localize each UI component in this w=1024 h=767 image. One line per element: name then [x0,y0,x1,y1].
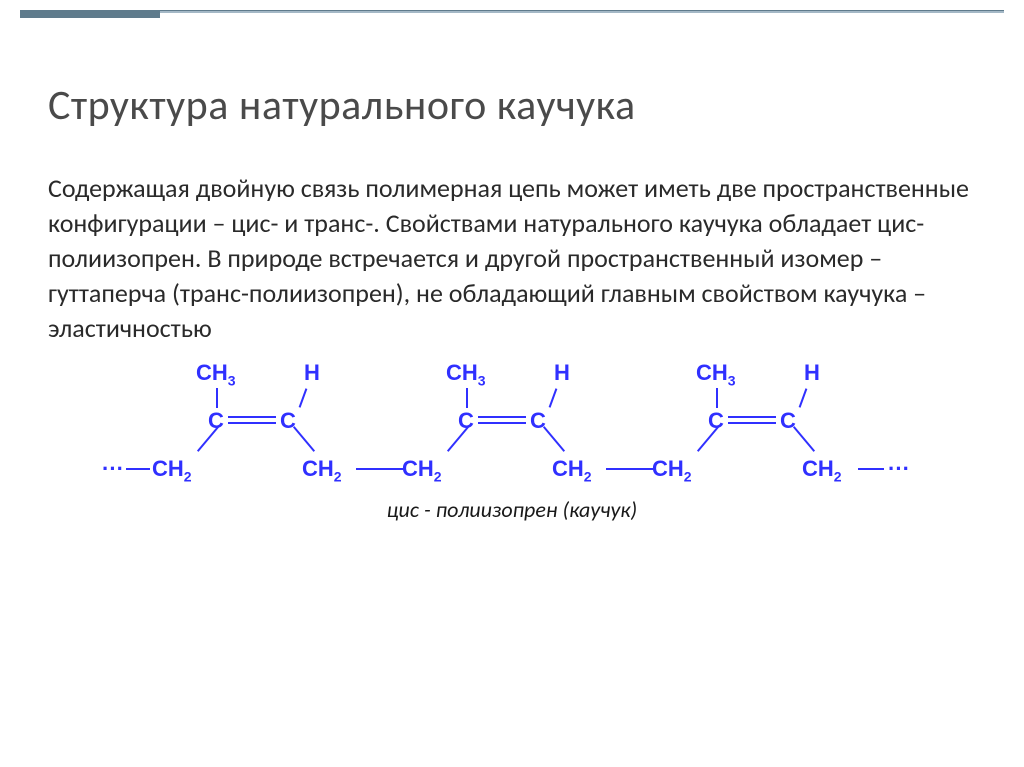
bond-h-c [549,389,558,408]
h-label: H [304,360,320,386]
h-label: H [804,360,820,386]
slide-body-text: Содержащая двойную связь полимерная цепь… [48,171,976,346]
bond-cc-2 [228,422,276,424]
bond-cc-1 [478,416,526,418]
formula-caption: цис - полиизопрен (каучук) [387,496,637,523]
ellipsis-left: ··· [102,456,124,482]
ch2-left: CH2 [402,456,442,484]
c-right: C [530,408,546,434]
slide-top-accent [20,10,160,18]
ch2-left: CH2 [152,456,192,484]
chemical-formula: ···CH3HCCCH2CH2CH3HCCCH2CH2CH3HCCCH2CH2·… [102,360,922,490]
bond-cc-1 [228,416,276,418]
isoprene-unit: CH3HCCCH2CH2 [152,360,362,490]
inter-unit-bond [362,360,402,490]
h-label: H [554,360,570,386]
bond-c-ch2-right [793,427,815,453]
ch3-label: CH3 [696,360,736,388]
bond-cc-1 [728,416,776,418]
bond-h-c [799,389,808,408]
slide-top-border [20,10,1004,13]
ch3-label: CH3 [446,360,486,388]
bond-ch3-c [716,388,718,408]
ch2-right: CH2 [802,456,842,484]
chemical-formula-block: ···CH3HCCCH2CH2CH3HCCCH2CH2CH3HCCCH2CH2·… [48,360,976,523]
bond-ch3-c [216,388,218,408]
inter-unit-bond [612,360,652,490]
bond-cc-2 [478,422,526,424]
bond-ch3-c [466,388,468,408]
chain-end: ··· [862,360,922,490]
slide-title: Структура натурального каучука [48,80,976,131]
slide-content: Структура натурального каучука Содержаща… [48,80,976,523]
bond-c-ch2-right [543,427,565,453]
ch2-left: CH2 [652,456,692,484]
ch2-ch2-bond [606,468,656,470]
chain-start: ··· [102,360,152,490]
ellipsis-right: ··· [888,456,910,482]
bond-cc-2 [728,422,776,424]
ch2-right: CH2 [552,456,592,484]
lead-dash [126,468,150,470]
bond-h-c [299,389,308,408]
isoprene-unit: CH3HCCCH2CH2 [402,360,612,490]
isoprene-unit: CH3HCCCH2CH2 [652,360,862,490]
c-right: C [780,408,796,434]
bond-c-ch2-right [293,427,315,453]
ch3-label: CH3 [196,360,236,388]
c-right: C [280,408,296,434]
ch2-right: CH2 [302,456,342,484]
tail-dash [858,468,884,470]
ch2-ch2-bond [356,468,406,470]
